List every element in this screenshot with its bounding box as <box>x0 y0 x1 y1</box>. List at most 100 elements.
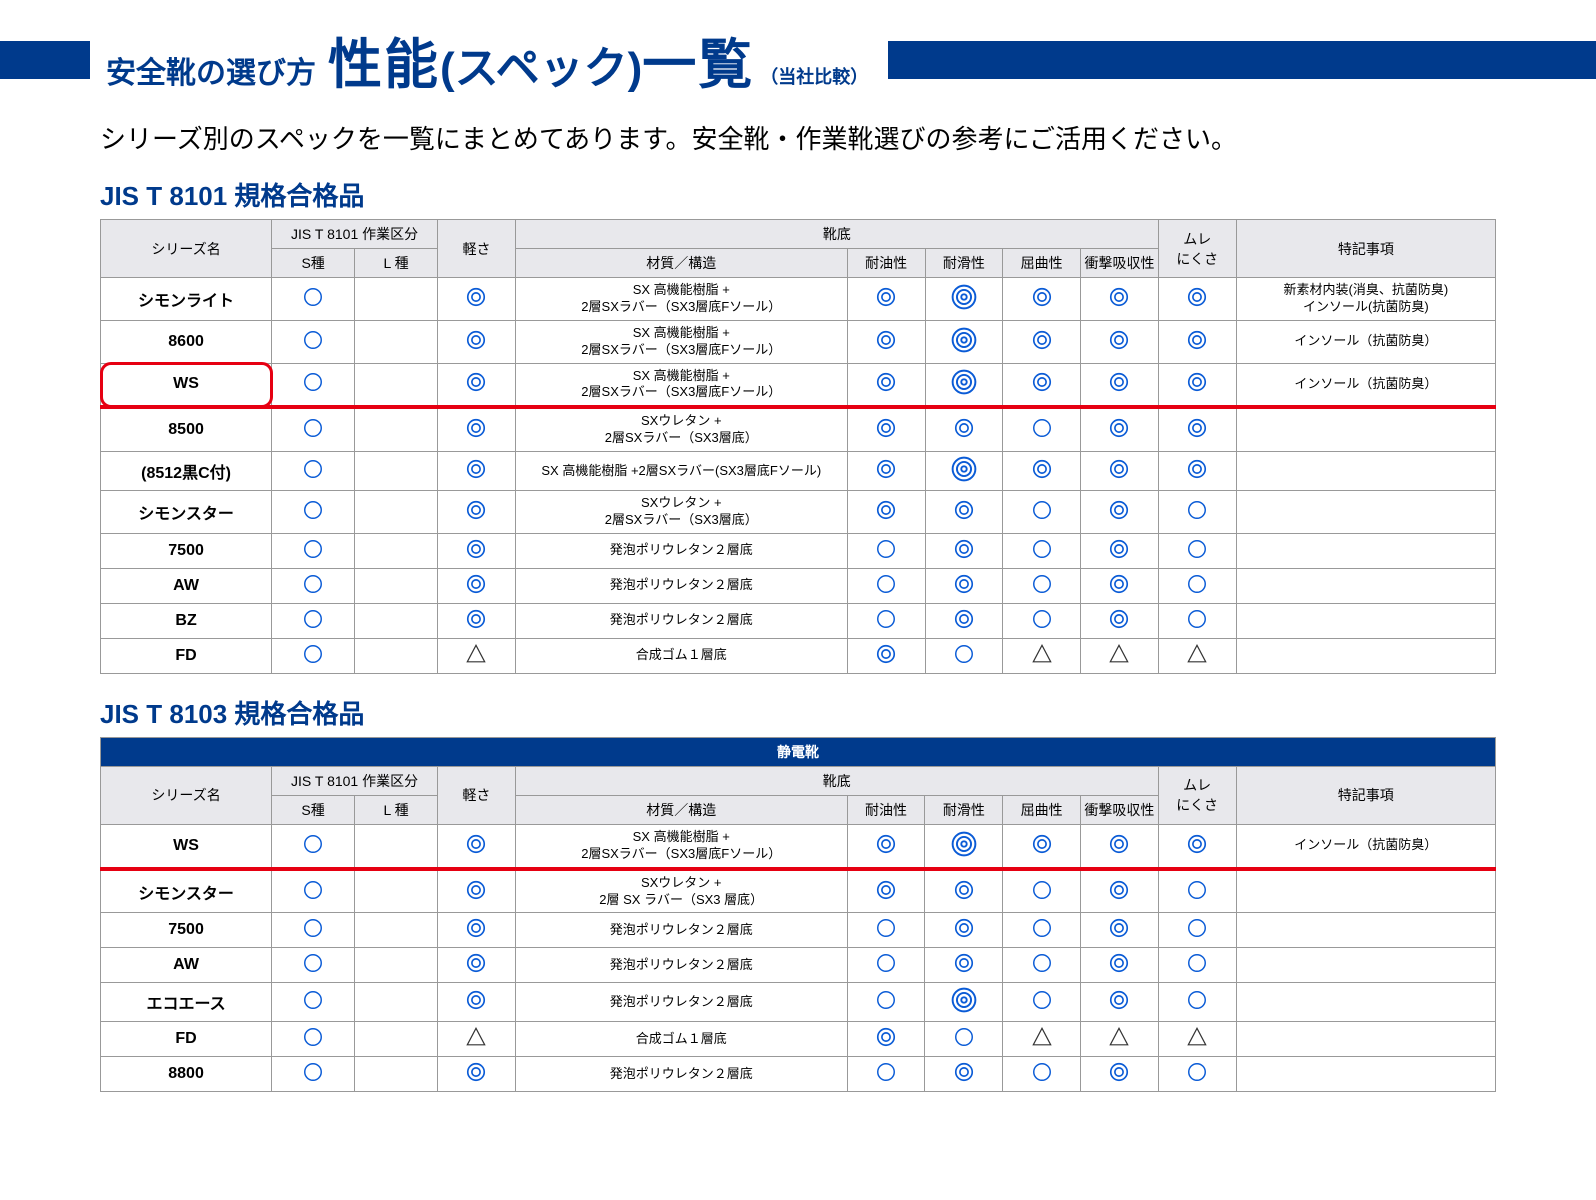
cell-l-type <box>355 407 438 451</box>
cell-mure <box>1158 568 1236 603</box>
cell-flex <box>1003 278 1081 321</box>
cell-flex <box>1003 491 1081 534</box>
cell-slip <box>925 568 1003 603</box>
cell-series: 7500 <box>101 533 272 568</box>
cell-l-type <box>355 983 438 1022</box>
cell-l-type <box>355 278 438 321</box>
title-compare: （当社比較） <box>760 63 868 89</box>
title-suffix: 一覧 <box>642 20 754 99</box>
cell-l-type <box>355 869 438 913</box>
cell-l-type <box>355 948 438 983</box>
cell-note <box>1236 638 1495 673</box>
th-s-type: S種 <box>272 249 355 278</box>
cell-oil <box>847 1022 925 1057</box>
banner-header: 静電靴 <box>101 737 1496 766</box>
cell-s-type <box>272 983 355 1022</box>
page-title: 安全靴の選び方 性能 (スペック) 一覧 （当社比較） <box>90 20 878 99</box>
cell-shock <box>1081 278 1159 321</box>
cell-mure <box>1158 869 1236 913</box>
cell-series: 8600 <box>101 320 272 363</box>
cell-material: 発泡ポリウレタン２層底 <box>515 1057 847 1092</box>
cell-mure <box>1158 1057 1236 1092</box>
spec-table: 静電靴 シリーズ名 JIS T 8101 作業区分 軽さ 靴底 ムレにくさ 特記… <box>100 737 1496 1093</box>
title-accent-left <box>0 41 90 79</box>
cell-series: 8800 <box>101 1057 272 1092</box>
cell-mure <box>1158 603 1236 638</box>
cell-material: SXウレタン +2層SXラバー（SX3層底） <box>515 407 847 451</box>
cell-shock <box>1081 603 1159 638</box>
cell-shock <box>1081 452 1159 491</box>
cell-series: WS <box>101 824 272 868</box>
cell-flex <box>1003 983 1081 1022</box>
table-row: AW発泡ポリウレタン２層底 <box>101 568 1496 603</box>
cell-oil <box>847 983 925 1022</box>
cell-lightness <box>438 603 516 638</box>
cell-material: 発泡ポリウレタン２層底 <box>515 983 847 1022</box>
cell-lightness <box>438 407 516 451</box>
cell-flex <box>1003 1022 1081 1057</box>
cell-shock <box>1081 491 1159 534</box>
cell-series: AW <box>101 948 272 983</box>
th-notes: 特記事項 <box>1236 766 1495 824</box>
cell-material: SXウレタン +2層SXラバー（SX3層底） <box>515 491 847 534</box>
cell-oil <box>847 913 925 948</box>
cell-mure <box>1158 1022 1236 1057</box>
cell-s-type <box>272 568 355 603</box>
table-row: BZ発泡ポリウレタン２層底 <box>101 603 1496 638</box>
cell-series: WS <box>101 363 272 407</box>
cell-l-type <box>355 913 438 948</box>
cell-mure <box>1158 278 1236 321</box>
cell-lightness <box>438 948 516 983</box>
cell-note <box>1236 491 1495 534</box>
th-mure: ムレにくさ <box>1158 220 1236 278</box>
cell-mure <box>1158 824 1236 868</box>
cell-series: FD <box>101 1022 272 1057</box>
cell-flex <box>1003 824 1081 868</box>
table-row: 7500発泡ポリウレタン２層底 <box>101 533 1496 568</box>
cell-note: 新素材内装(消臭、抗菌防臭)インソール(抗菌防臭) <box>1236 278 1495 321</box>
cell-s-type <box>272 1057 355 1092</box>
table-row: WSSX 高機能樹脂 +2層SXラバー（SX3層底Fソール）インソール（抗菌防臭… <box>101 363 1496 407</box>
cell-material: 発泡ポリウレタン２層底 <box>515 568 847 603</box>
cell-shock <box>1081 363 1159 407</box>
cell-oil <box>847 452 925 491</box>
table-row: FD合成ゴム１層底 <box>101 638 1496 673</box>
th-slip: 耐滑性 <box>925 249 1003 278</box>
th-s-type: S種 <box>272 795 355 824</box>
cell-slip <box>925 320 1003 363</box>
table-row: エコエース発泡ポリウレタン２層底 <box>101 983 1496 1022</box>
cell-lightness <box>438 1022 516 1057</box>
cell-shock <box>1081 638 1159 673</box>
cell-lightness <box>438 638 516 673</box>
cell-flex <box>1003 363 1081 407</box>
cell-series: BZ <box>101 603 272 638</box>
section-title: JIS T 8101 規格合格品 <box>0 176 1596 219</box>
cell-s-type <box>272 452 355 491</box>
cell-shock <box>1081 824 1159 868</box>
cell-mure <box>1158 407 1236 451</box>
cell-mure <box>1158 320 1236 363</box>
th-series: シリーズ名 <box>101 220 272 278</box>
cell-l-type <box>355 638 438 673</box>
cell-lightness <box>438 568 516 603</box>
cell-note <box>1236 913 1495 948</box>
cell-flex <box>1003 407 1081 451</box>
cell-note <box>1236 407 1495 451</box>
cell-flex <box>1003 913 1081 948</box>
title-bar: 安全靴の選び方 性能 (スペック) 一覧 （当社比較） <box>0 20 1596 99</box>
th-series: シリーズ名 <box>101 766 272 824</box>
table-row: (8512黒C付)SX 高機能樹脂 +2層SXラバー(SX3層底Fソール) <box>101 452 1496 491</box>
cell-note <box>1236 948 1495 983</box>
cell-slip <box>925 452 1003 491</box>
th-oil: 耐油性 <box>847 795 925 824</box>
cell-series: シモンスター <box>101 491 272 534</box>
cell-slip <box>925 407 1003 451</box>
cell-flex <box>1003 603 1081 638</box>
th-flex: 屈曲性 <box>1003 249 1081 278</box>
cell-flex <box>1003 869 1081 913</box>
th-sole: 靴底 <box>515 220 1158 249</box>
cell-s-type <box>272 913 355 948</box>
cell-l-type <box>355 568 438 603</box>
cell-oil <box>847 568 925 603</box>
cell-oil <box>847 638 925 673</box>
